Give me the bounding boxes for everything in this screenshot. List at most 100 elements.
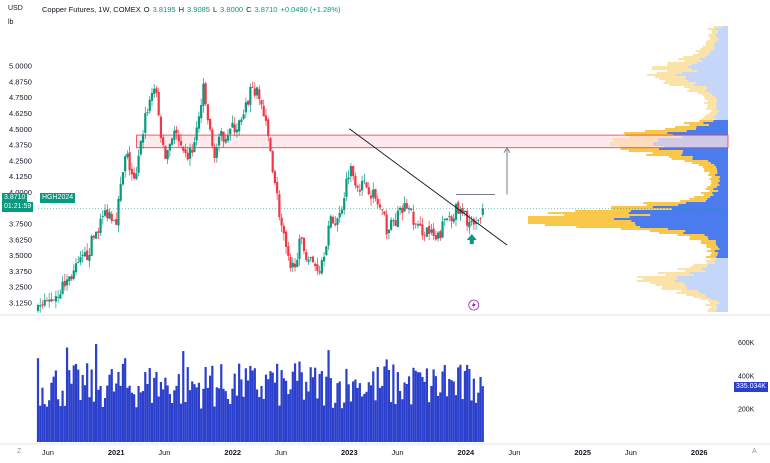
volume-bar-193 bbox=[468, 369, 471, 442]
volume-profile-down-76 bbox=[719, 178, 728, 180]
volume-profile-up-88 bbox=[643, 202, 686, 204]
volume-bar-174 bbox=[425, 368, 429, 442]
volume-bar-191 bbox=[463, 370, 466, 442]
volume-bar-27 bbox=[97, 389, 100, 442]
volume-profile-up-134 bbox=[686, 294, 706, 296]
volume-profile-up-72 bbox=[704, 170, 718, 172]
candle-body-188 bbox=[457, 202, 460, 214]
volume-profile-up-137 bbox=[708, 300, 718, 302]
volume-bar-65 bbox=[182, 351, 185, 442]
candle-body-195 bbox=[472, 219, 475, 225]
volume-profile-up-45 bbox=[703, 116, 714, 118]
volume-profile-up-69 bbox=[698, 164, 715, 166]
volume-profile-up-89 bbox=[646, 204, 679, 206]
candle-body-133 bbox=[334, 223, 337, 226]
time-tick-9: 2025 bbox=[574, 448, 591, 457]
candle-body-143 bbox=[356, 185, 359, 188]
volume-bar-182 bbox=[443, 365, 446, 442]
candle-body-21 bbox=[83, 252, 87, 257]
candle-body-109 bbox=[280, 217, 283, 226]
volume-profile-down-84 bbox=[713, 194, 728, 196]
volume-bar-22 bbox=[86, 363, 89, 442]
candle-body-48 bbox=[144, 113, 147, 133]
candle-body-119 bbox=[302, 237, 306, 252]
time-tick-0: Jun bbox=[42, 448, 54, 457]
volume-profile-up-75 bbox=[711, 176, 720, 178]
volume-profile-up-24 bbox=[646, 74, 676, 76]
candle-body-172 bbox=[421, 224, 424, 236]
volume-bar-149 bbox=[369, 385, 373, 442]
time-tick-6: Jun bbox=[391, 448, 403, 457]
time-tick-11: 2026 bbox=[691, 448, 708, 457]
symbol-legend[interactable]: Copper Futures, 1W, COMEX O 3.8195 H 3.908… bbox=[42, 5, 341, 14]
candle-body-108 bbox=[278, 194, 281, 218]
candle-body-126 bbox=[318, 271, 321, 273]
candle-body-24 bbox=[90, 235, 93, 256]
volume-profile-up-13 bbox=[698, 52, 710, 54]
volume-bar-15 bbox=[70, 383, 73, 442]
volume-bar-137 bbox=[343, 402, 346, 442]
auto-scale-icon[interactable]: A bbox=[752, 448, 757, 455]
volume-profile-down-123 bbox=[689, 272, 728, 274]
volume-profile-down-106 bbox=[708, 238, 728, 240]
volume-profile-down-109 bbox=[716, 244, 728, 246]
volume-bar-176 bbox=[430, 385, 433, 442]
candle-body-74 bbox=[202, 83, 205, 106]
candle-body-7 bbox=[52, 299, 55, 301]
volume-profile-up-48 bbox=[683, 122, 704, 124]
candle-body-175 bbox=[428, 225, 431, 234]
candle-body-100 bbox=[260, 100, 263, 105]
candle-body-166 bbox=[407, 208, 411, 210]
volume-profile-up-140 bbox=[711, 306, 718, 308]
volume-bar-129 bbox=[325, 376, 328, 442]
candle-body-197 bbox=[477, 219, 480, 221]
volume-profile-up-73 bbox=[709, 172, 718, 174]
candle-body-98 bbox=[255, 87, 259, 96]
candle-body-185 bbox=[450, 216, 453, 221]
volume-bar-60 bbox=[171, 402, 174, 442]
candle-body-103 bbox=[267, 119, 270, 137]
symbol-tag[interactable]: HGH2024 bbox=[40, 193, 76, 203]
volume-profile-down-5 bbox=[716, 36, 728, 38]
volume-profile-down-118 bbox=[715, 262, 728, 264]
candle-body-165 bbox=[405, 203, 408, 209]
candle-body-16 bbox=[72, 270, 75, 279]
volume-bar-28 bbox=[99, 385, 102, 442]
candle-body-18 bbox=[77, 262, 80, 263]
time-tick-7: 2024 bbox=[458, 448, 476, 457]
volume-profile-up-38 bbox=[704, 102, 717, 104]
candle-body-116 bbox=[296, 259, 299, 268]
volume-bar-172 bbox=[421, 376, 424, 442]
volume-profile-down-24 bbox=[675, 74, 728, 76]
volume-profile-up-39 bbox=[707, 104, 717, 106]
volume-bar-197 bbox=[477, 392, 480, 442]
volume-profile-up-79 bbox=[710, 184, 720, 186]
volume-profile-down-129 bbox=[684, 284, 728, 286]
volume-bar-14 bbox=[68, 370, 71, 442]
time-tick-8: Jun bbox=[508, 448, 520, 457]
volume-bar-187 bbox=[454, 395, 458, 442]
buy-signal-arrow bbox=[466, 234, 477, 244]
candle-body-97 bbox=[253, 88, 256, 96]
timezone-icon[interactable]: Z bbox=[17, 448, 22, 455]
volume-bar-52 bbox=[153, 377, 156, 442]
volume-bar-4 bbox=[45, 406, 49, 442]
candle-body-4 bbox=[45, 300, 49, 301]
candle-body-174 bbox=[425, 227, 429, 237]
candle-body-178 bbox=[434, 235, 437, 240]
volume-bar-148 bbox=[367, 382, 370, 442]
volume-profile-up-84 bbox=[703, 194, 714, 196]
volume-profile-down-12 bbox=[710, 50, 728, 52]
volume-bar-62 bbox=[175, 385, 178, 442]
volume-profile-down-137 bbox=[717, 300, 728, 302]
volume-profile-down-96 bbox=[613, 218, 728, 220]
candle-body-96 bbox=[251, 86, 254, 88]
volume-bar-168 bbox=[412, 367, 415, 442]
candle-body-176 bbox=[430, 229, 433, 233]
volume-profile-down-128 bbox=[683, 282, 728, 284]
volume-profile-down-21 bbox=[690, 68, 728, 70]
candle-body-113 bbox=[289, 257, 292, 269]
volume-bar-118 bbox=[300, 372, 303, 442]
volume-bar-31 bbox=[106, 385, 109, 442]
